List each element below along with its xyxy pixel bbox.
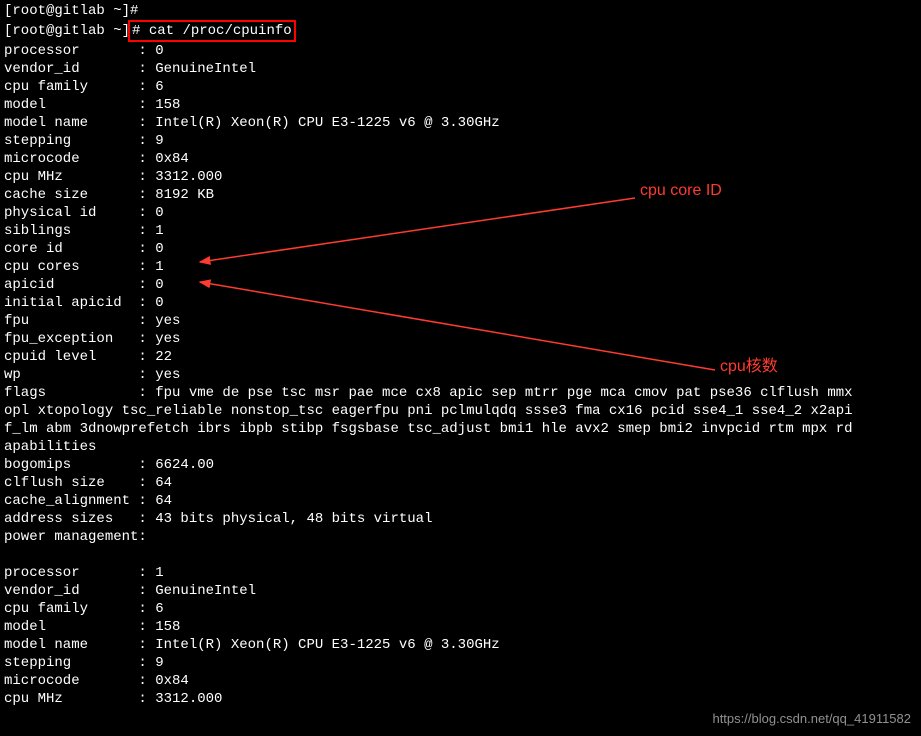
cpuinfo-siblings: siblings : 1 (4, 222, 917, 240)
annotation-label-core-id: cpu core ID (640, 182, 722, 200)
cpuinfo-p1-cpu-MHz: cpu MHz : 3312.000 (4, 690, 917, 708)
cpuinfo-microcode: microcode : 0x84 (4, 150, 917, 168)
cpuinfo-p1-vendor_id: vendor_id : GenuineIntel (4, 582, 917, 600)
cpuinfo-apicid: apicid : 0 (4, 276, 917, 294)
cpuinfo-p1-microcode: microcode : 0x84 (4, 672, 917, 690)
blank-line (4, 546, 917, 564)
cpuinfo-p1-model-name: model name : Intel(R) Xeon(R) CPU E3-122… (4, 636, 917, 654)
cpuinfo-cpuid-level: cpuid level : 22 (4, 348, 917, 366)
cpuinfo-stepping: stepping : 9 (4, 132, 917, 150)
cpuinfo-bogomips: bogomips : 6624.00 (4, 456, 917, 474)
cpuinfo-cpu-family: cpu family : 6 (4, 78, 917, 96)
cpuinfo-cache-size: cache size : 8192 KB (4, 186, 917, 204)
terminal-output: [root@gitlab ~]# [root@gitlab ~]# cat /p… (0, 0, 921, 710)
annotation-label-cpu-cores: cpu核数 (720, 358, 778, 376)
cpuinfo-cpu-MHz: cpu MHz : 3312.000 (4, 168, 917, 186)
prompt-line-prev: [root@gitlab ~]# (4, 2, 917, 20)
command-highlight-box: # cat /proc/cpuinfo (128, 20, 296, 42)
cpuinfo-flags-cont: f_lm abm 3dnowprefetch ibrs ibpb stibp f… (4, 420, 917, 438)
cpuinfo-cpu-cores: cpu cores : 1 (4, 258, 917, 276)
cpuinfo-flags-cont: apabilities (4, 438, 917, 456)
cpuinfo-processor: processor : 0 (4, 42, 917, 60)
cpuinfo-flags-cont: opl xtopology tsc_reliable nonstop_tsc e… (4, 402, 917, 420)
cpuinfo-p1-cpu-family: cpu family : 6 (4, 600, 917, 618)
cpuinfo-vendor_id: vendor_id : GenuineIntel (4, 60, 917, 78)
cpuinfo-fpu: fpu : yes (4, 312, 917, 330)
cpuinfo-fpu_exception: fpu_exception : yes (4, 330, 917, 348)
cpuinfo-flags: flags : fpu vme de pse tsc msr pae mce c… (4, 384, 917, 402)
cpuinfo-cache_alignment: cache_alignment : 64 (4, 492, 917, 510)
cpuinfo-p1-processor: processor : 1 (4, 564, 917, 582)
cpuinfo-p1-stepping: stepping : 9 (4, 654, 917, 672)
cpuinfo-power-management: power management: (4, 528, 917, 546)
watermark-text: https://blog.csdn.net/qq_41911582 (712, 710, 911, 728)
cpuinfo-wp: wp : yes (4, 366, 917, 384)
cpuinfo-model: model : 158 (4, 96, 917, 114)
cpuinfo-physical-id: physical id : 0 (4, 204, 917, 222)
cpuinfo-p1-model: model : 158 (4, 618, 917, 636)
cpuinfo-clflush-size: clflush size : 64 (4, 474, 917, 492)
cpuinfo-core-id: core id : 0 (4, 240, 917, 258)
prompt-line: [root@gitlab ~]# cat /proc/cpuinfo (4, 20, 917, 42)
cpuinfo-address-sizes: address sizes : 43 bits physical, 48 bit… (4, 510, 917, 528)
cpuinfo-model-name: model name : Intel(R) Xeon(R) CPU E3-122… (4, 114, 917, 132)
cpuinfo-initial-apicid: initial apicid : 0 (4, 294, 917, 312)
